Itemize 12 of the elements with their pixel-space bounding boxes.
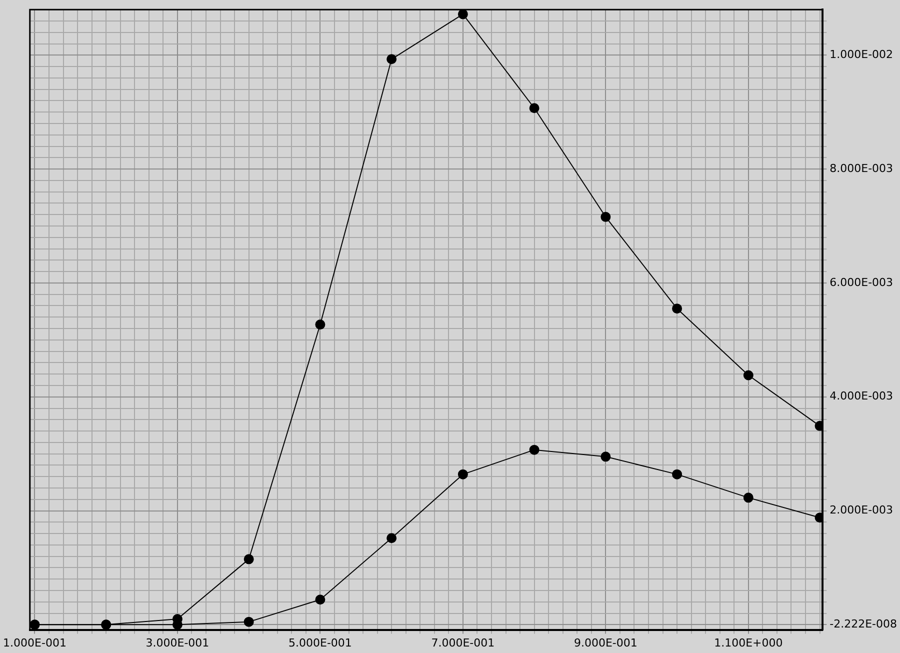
x-tick-label: 1.100E+000 <box>714 636 783 650</box>
y-tick-label: 8.000E-003 <box>830 162 894 175</box>
x-tick-label: 7.000E-001 <box>431 636 495 650</box>
y-tick-label: -2.222E-008 <box>830 618 897 631</box>
x-tick-label: 9.000E-001 <box>574 636 638 650</box>
y-tick-label: 4.000E-003 <box>830 390 894 403</box>
x-tick-label: 3.000E-001 <box>146 636 210 650</box>
y-tick-label: 2.000E-003 <box>830 504 894 517</box>
y-tick-label: 1.000E-002 <box>830 48 894 62</box>
x-tick-label: 1.000E-001 <box>3 636 66 650</box>
x-tick-label: 5.000E-001 <box>288 636 352 650</box>
y-tick-label: 6.000E-003 <box>830 276 894 289</box>
